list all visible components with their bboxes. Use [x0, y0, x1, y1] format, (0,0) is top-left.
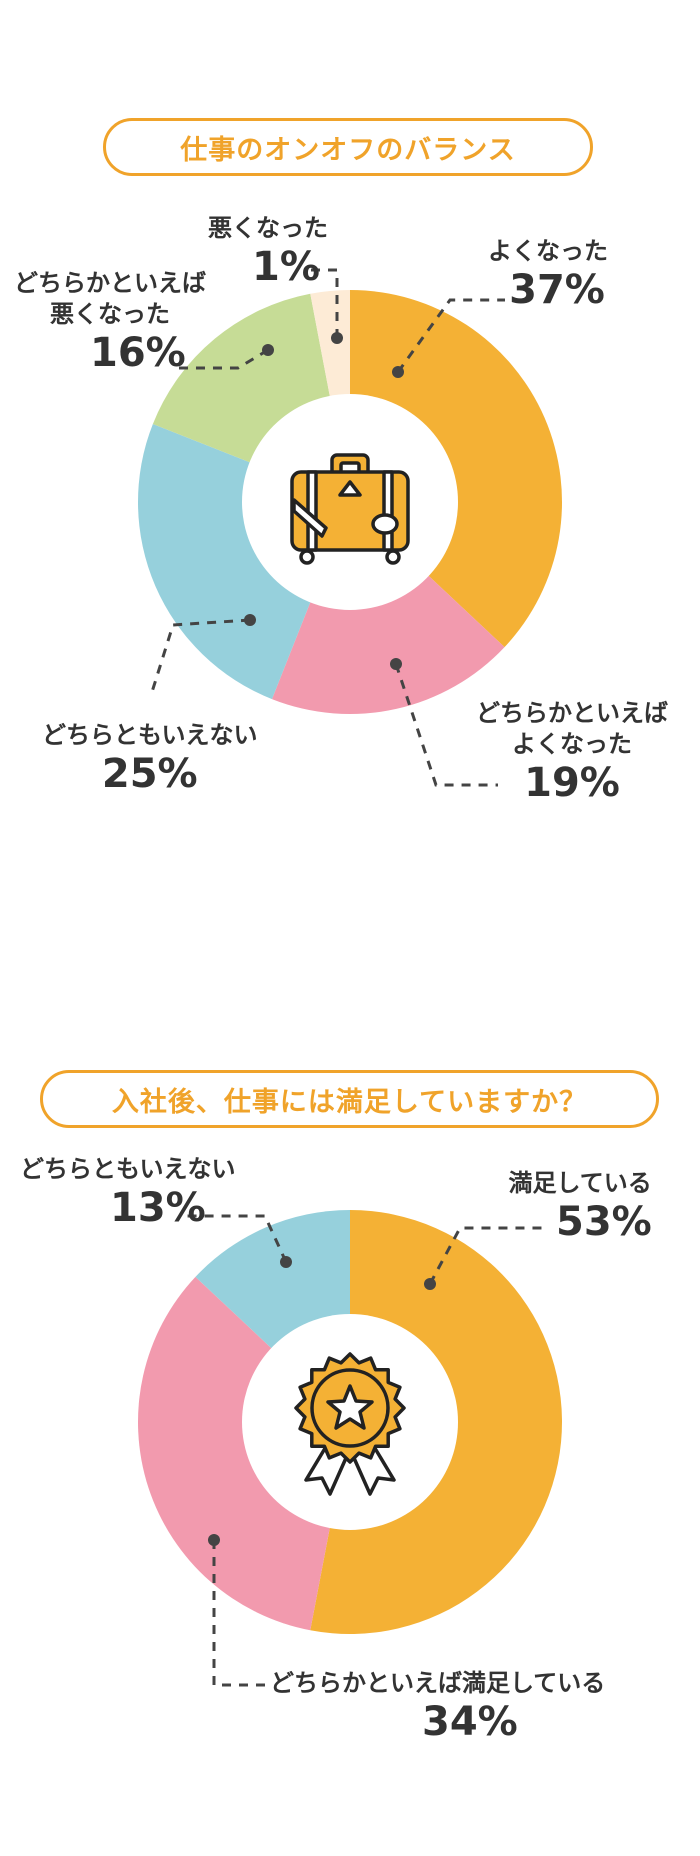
slice-percent: 53%: [556, 1199, 652, 1246]
leader-line-yoku: [396, 298, 505, 373]
leader-dot: [424, 1278, 436, 1290]
slice-percent: 34%: [422, 1699, 518, 1746]
label-dochira-warui: どちらかといえば 悪くなった 16%: [14, 268, 206, 376]
leader-dots: [244, 332, 404, 670]
slice-percent: 37%: [509, 267, 605, 314]
label-dochira-yoku: どちらかといえば よくなった 19%: [462, 698, 682, 806]
label-warui: 悪くなった 1%: [208, 213, 328, 290]
leader-dot: [262, 344, 274, 356]
chart-title-work-balance: 仕事のオンオフのバランス: [103, 118, 593, 176]
slice-label-text: どちらかといえば 悪くなった: [14, 269, 206, 329]
leader-dot: [392, 366, 404, 378]
chart-title-satisfaction: 入社後、仕事には満足していますか？: [40, 1070, 659, 1128]
leader-dots: [208, 1256, 436, 1546]
slice-label-text: 満足している: [508, 1169, 652, 1197]
label-dochiramo2: どちらともいえない 13%: [20, 1154, 236, 1231]
leader-dot: [208, 1534, 220, 1546]
slice-percent: 1%: [252, 244, 320, 291]
slice-label-text: どちらともいえない: [42, 721, 258, 749]
slice-percent: 16%: [90, 330, 186, 377]
leader-line-dochira-manzoku: [212, 1540, 272, 1687]
slice-label-text: よくなった: [488, 237, 608, 265]
donut-slice-0: [350, 290, 562, 648]
donut-chart-satisfaction: [137, 1210, 562, 1687]
label-yoku: よくなった 37%: [478, 236, 608, 313]
donut-slice-1: [137, 1276, 350, 1631]
leader-line-manzoku: [428, 1226, 548, 1285]
leader-dot: [280, 1256, 292, 1268]
label-dochiramo: どちらともいえない 25%: [42, 720, 258, 797]
label-manzoku: 満足している 53%: [500, 1168, 652, 1246]
slice-label-text: どちらかといえば満足している: [270, 1669, 606, 1697]
leader-line-dochiramo2: [185, 1214, 288, 1263]
slice-label-text: どちらかといえば よくなった: [476, 699, 668, 759]
leader-line-warui: [308, 268, 339, 338]
slice-percent: 25%: [101, 751, 198, 798]
donut-chart-work-balance: [138, 268, 562, 787]
slice-percent: 13%: [110, 1185, 206, 1232]
leader-dot: [331, 332, 343, 344]
label-dochira-manzoku: どちらかといえば満足している 34%: [270, 1668, 605, 1745]
leader-dot: [390, 658, 402, 670]
suitcase-icon: [290, 453, 410, 565]
slice-label-text: 悪くなった: [208, 214, 328, 242]
leader-lines: [150, 268, 505, 787]
leader-line-dochira-warui: [175, 348, 269, 370]
leader-line-dochiramo: [150, 618, 251, 693]
leader-lines: [185, 1214, 548, 1687]
award-badge-icon: [294, 1352, 406, 1496]
leader-dot: [244, 614, 256, 626]
slice-percent: 19%: [524, 760, 620, 807]
donut-slices: [137, 1210, 562, 1634]
leader-line-dochira-yoku: [394, 663, 498, 787]
slice-label-text: どちらともいえない: [20, 1155, 236, 1183]
